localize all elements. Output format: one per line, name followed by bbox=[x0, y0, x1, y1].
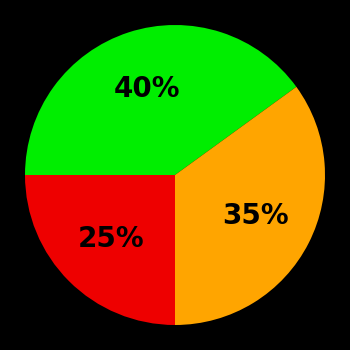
Text: 25%: 25% bbox=[78, 225, 145, 253]
Wedge shape bbox=[25, 25, 296, 175]
Wedge shape bbox=[25, 175, 175, 325]
Wedge shape bbox=[175, 87, 325, 325]
Text: 40%: 40% bbox=[114, 75, 181, 103]
Text: 35%: 35% bbox=[222, 202, 288, 230]
